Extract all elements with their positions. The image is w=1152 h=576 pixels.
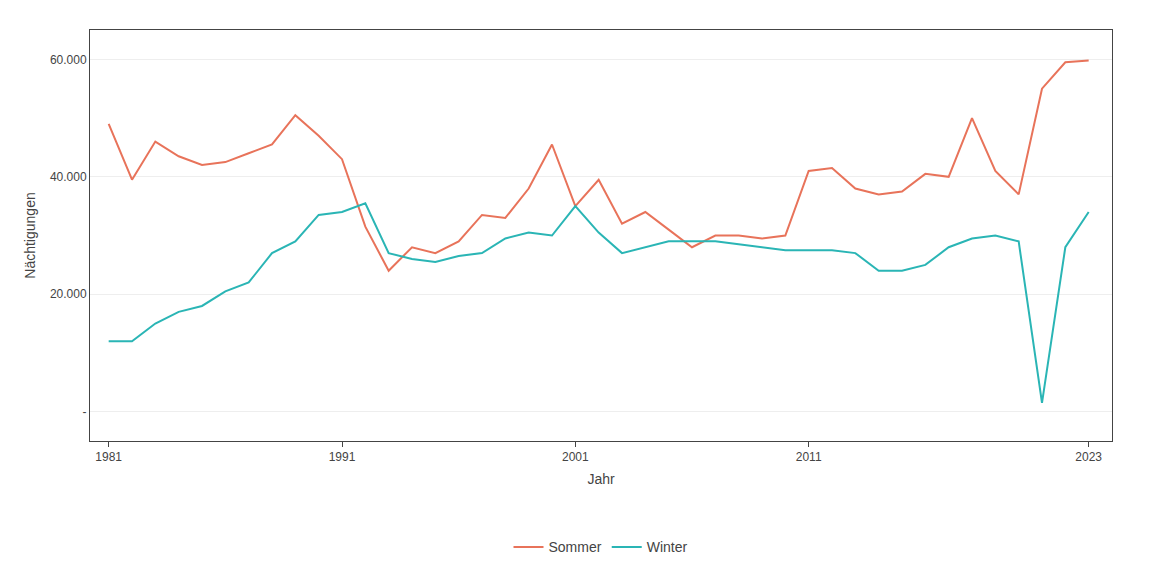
svg-text:60.000: 60.000 xyxy=(50,53,87,67)
svg-text:1991: 1991 xyxy=(329,450,356,464)
svg-text:Sommer: Sommer xyxy=(549,539,602,555)
svg-text:-: - xyxy=(83,405,87,419)
svg-text:2011: 2011 xyxy=(796,450,822,464)
svg-text:Jahr: Jahr xyxy=(587,471,615,487)
svg-text:20.000: 20.000 xyxy=(50,287,87,301)
svg-text:40.000: 40.000 xyxy=(50,170,87,184)
svg-text:Winter: Winter xyxy=(647,539,688,555)
svg-text:1981: 1981 xyxy=(95,450,122,464)
svg-text:Nächtigungen: Nächtigungen xyxy=(22,192,38,278)
svg-text:2001: 2001 xyxy=(562,450,589,464)
svg-text:2023: 2023 xyxy=(1075,450,1102,464)
